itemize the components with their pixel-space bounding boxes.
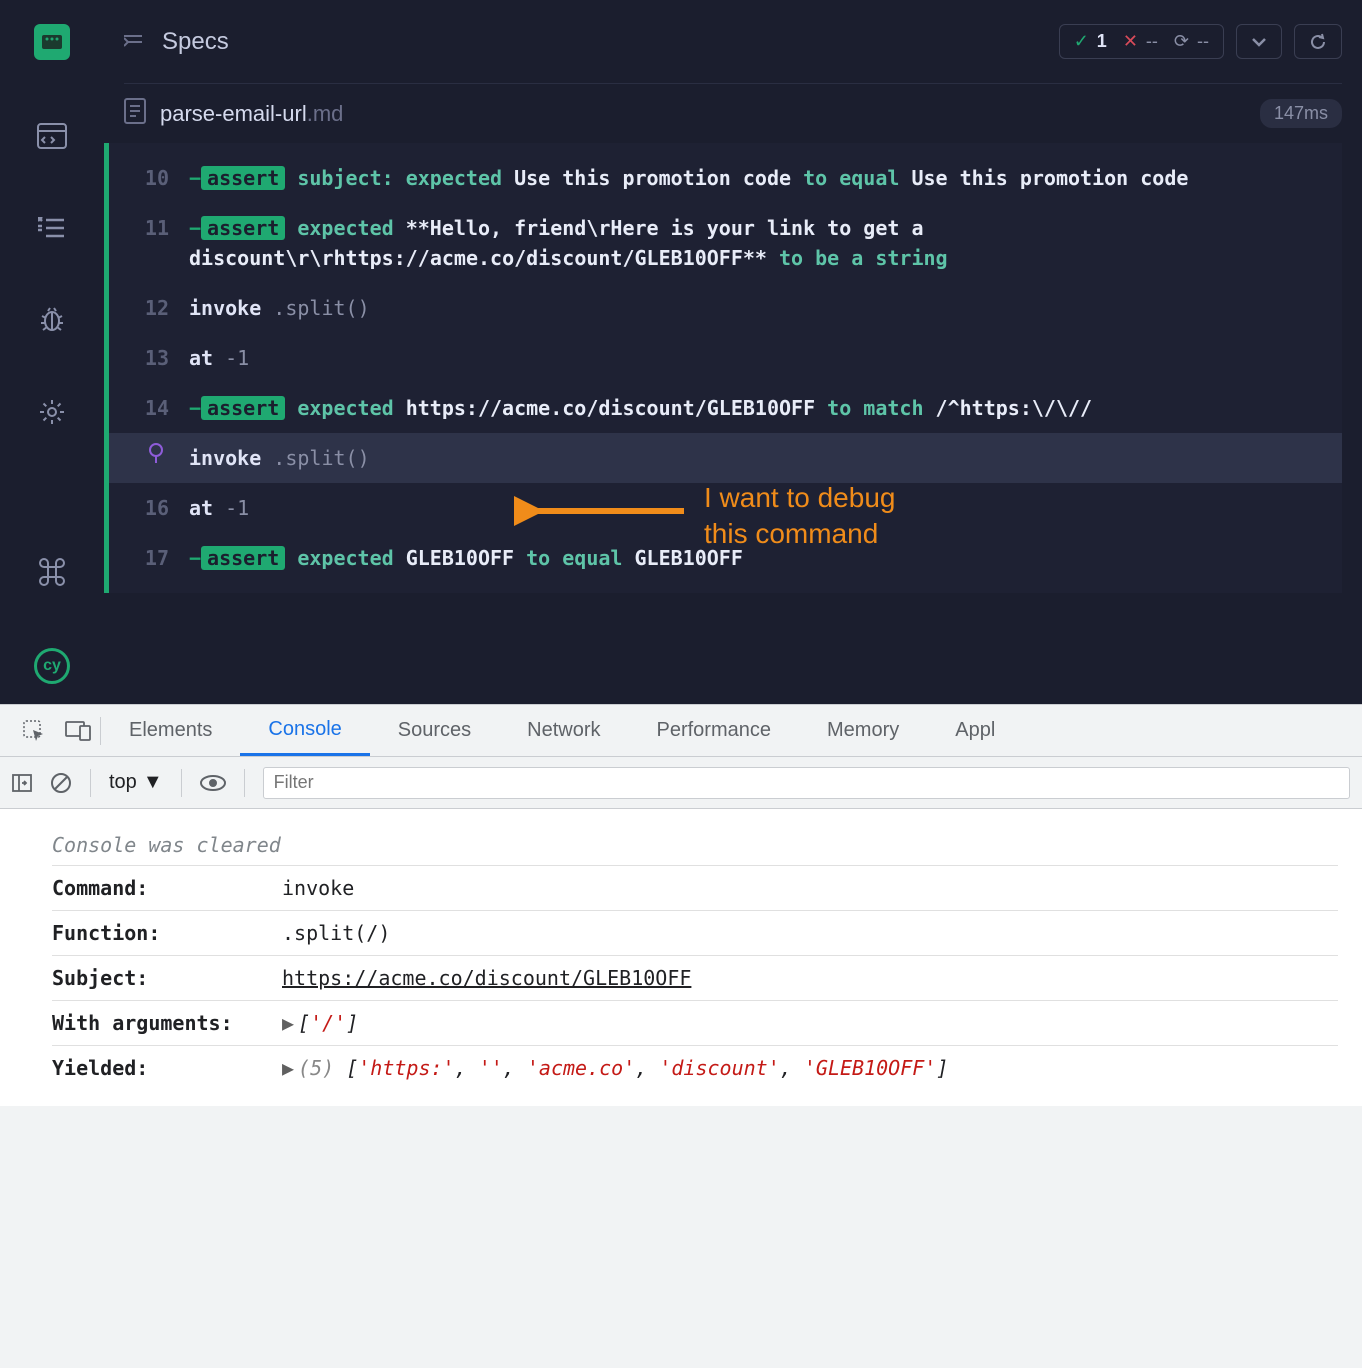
divider [244, 769, 245, 797]
settings-gear-icon[interactable] [36, 396, 68, 428]
line-number: 12 [109, 293, 169, 323]
fail-count: -- [1146, 31, 1158, 52]
log-content: −assert expected https://acme.co/discoun… [189, 393, 1322, 423]
devtools-panel: ElementsConsoleSourcesNetworkPerformance… [0, 704, 1362, 1368]
expand-dropdown-button[interactable] [1236, 24, 1282, 59]
console-cleared-message: Console was cleared [52, 825, 1338, 865]
test-stats: ✓ 1 ✕ -- ⟳ -- [1059, 24, 1224, 59]
pin-icon [149, 443, 163, 457]
divider [181, 769, 182, 797]
console-row: Subject:https://acme.co/discount/GLEB10O… [52, 955, 1338, 1000]
devtools-tab-console[interactable]: Console [240, 705, 369, 756]
specs-header: Specs ✓ 1 ✕ -- ⟳ -- [124, 24, 1342, 83]
divider [90, 769, 91, 797]
log-content: invoke .split() [189, 293, 1322, 323]
log-row[interactable]: 14 −assert expected https://acme.co/disco… [109, 383, 1342, 433]
inspect-element-icon[interactable] [12, 720, 56, 742]
filter-input[interactable] [263, 767, 1350, 799]
pending-count: -- [1197, 31, 1209, 52]
log-content: at -1 [189, 493, 1322, 523]
left-sidebar: cy [0, 0, 104, 704]
command-log-panel: 10 −assert subject: expected Use this pro… [104, 143, 1342, 593]
console-key: Yielded: [52, 1056, 282, 1080]
pass-check-icon: ✓ [1074, 31, 1089, 52]
console-row: Yielded:▶(5) ['https:', '', 'acme.co', '… [52, 1045, 1338, 1090]
execution-time-badge: 147ms [1260, 99, 1342, 128]
devtools-tab-memory[interactable]: Memory [799, 705, 927, 756]
debug-icon[interactable] [36, 304, 68, 336]
file-header: parse-email-url.md 147ms [124, 83, 1342, 143]
devtools-tab-elements[interactable]: Elements [101, 705, 240, 756]
app-logo-icon[interactable] [34, 24, 70, 60]
log-content: at -1 [189, 343, 1322, 373]
log-content: invoke .split() [189, 443, 1322, 473]
collapse-arrow-icon[interactable] [124, 28, 142, 56]
log-row[interactable]: 17 −assert expected GLEB10OFF to equal GL… [109, 533, 1342, 583]
file-ext: .md [307, 101, 344, 126]
line-number: 16 [109, 493, 169, 523]
console-output: Console was cleared Command:invokeFuncti… [0, 809, 1362, 1106]
line-number: 17 [109, 543, 169, 573]
console-value: https://acme.co/discount/GLEB10OFF [282, 966, 691, 990]
log-row[interactable]: invoke .split() [109, 433, 1342, 483]
line-number: 11 [109, 213, 169, 243]
console-row: Function:.split(/) [52, 910, 1338, 955]
devtools-tabs: ElementsConsoleSourcesNetworkPerformance… [0, 705, 1362, 757]
clear-console-icon[interactable] [50, 772, 72, 794]
console-row: Command:invoke [52, 865, 1338, 910]
reload-button[interactable] [1294, 24, 1342, 59]
log-row[interactable]: 16 at -1 [109, 483, 1342, 533]
log-row[interactable]: 13 at -1 [109, 333, 1342, 383]
console-value: invoke [282, 876, 354, 900]
pass-count: 1 [1097, 31, 1107, 52]
main-panel: Specs ✓1 ✕-- ⟳-- p [104, 0, 1362, 704]
cypress-logo-icon[interactable]: cy [34, 648, 70, 684]
console-value: ▶(5) ['https:', '', 'acme.co', 'discount… [282, 1056, 948, 1080]
subject-link[interactable]: https://acme.co/discount/GLEB10OFF [282, 966, 691, 990]
file-icon [124, 98, 146, 129]
pending-spinner-icon: ⟳ [1174, 31, 1189, 52]
fail-x-icon: ✕ [1123, 31, 1138, 52]
console-toolbar: top ▼ [0, 757, 1362, 809]
console-key: With arguments: [52, 1011, 282, 1035]
log-content: −assert expected **Hello, friend\rHere i… [189, 213, 1322, 273]
log-row[interactable]: 12 invoke .split() [109, 283, 1342, 333]
console-row: With arguments:▶['/'] [52, 1000, 1338, 1045]
live-expression-icon[interactable] [200, 774, 226, 792]
context-label: top [109, 771, 137, 794]
console-key: Command: [52, 876, 282, 900]
log-content: −assert subject: expected Use this promo… [189, 163, 1322, 193]
log-row[interactable]: 11 −assert expected **Hello, friend\rHere… [109, 203, 1342, 283]
specs-list-icon[interactable] [36, 212, 68, 244]
chevron-down-icon: ▼ [143, 771, 163, 794]
keyboard-shortcuts-icon[interactable] [36, 556, 68, 588]
devtools-tab-appl[interactable]: Appl [927, 705, 1023, 756]
file-name: parse-email-url [160, 101, 307, 126]
console-key: Subject: [52, 966, 282, 990]
line-number: 13 [109, 343, 169, 373]
devtools-tab-sources[interactable]: Sources [370, 705, 499, 756]
console-sidebar-toggle-icon[interactable] [12, 774, 32, 792]
log-content: −assert expected GLEB10OFF to equal GLEB… [189, 543, 1322, 573]
line-number: 10 [109, 163, 169, 193]
disclosure-triangle-icon[interactable]: ▶ [282, 1011, 294, 1035]
line-number: 14 [109, 393, 169, 423]
specs-title: Specs [162, 28, 229, 56]
console-value: ▶['/'] [282, 1011, 358, 1035]
console-key: Function: [52, 921, 282, 945]
log-row[interactable]: 10 −assert subject: expected Use this pro… [109, 153, 1342, 203]
devtools-tab-performance[interactable]: Performance [629, 705, 800, 756]
console-value: .split(/) [282, 921, 390, 945]
console-filter [263, 767, 1350, 799]
code-window-icon[interactable] [36, 120, 68, 152]
execution-context-select[interactable]: top ▼ [109, 771, 163, 794]
disclosure-triangle-icon[interactable]: ▶ [282, 1056, 294, 1080]
device-toolbar-icon[interactable] [56, 721, 100, 741]
devtools-tab-network[interactable]: Network [499, 705, 628, 756]
